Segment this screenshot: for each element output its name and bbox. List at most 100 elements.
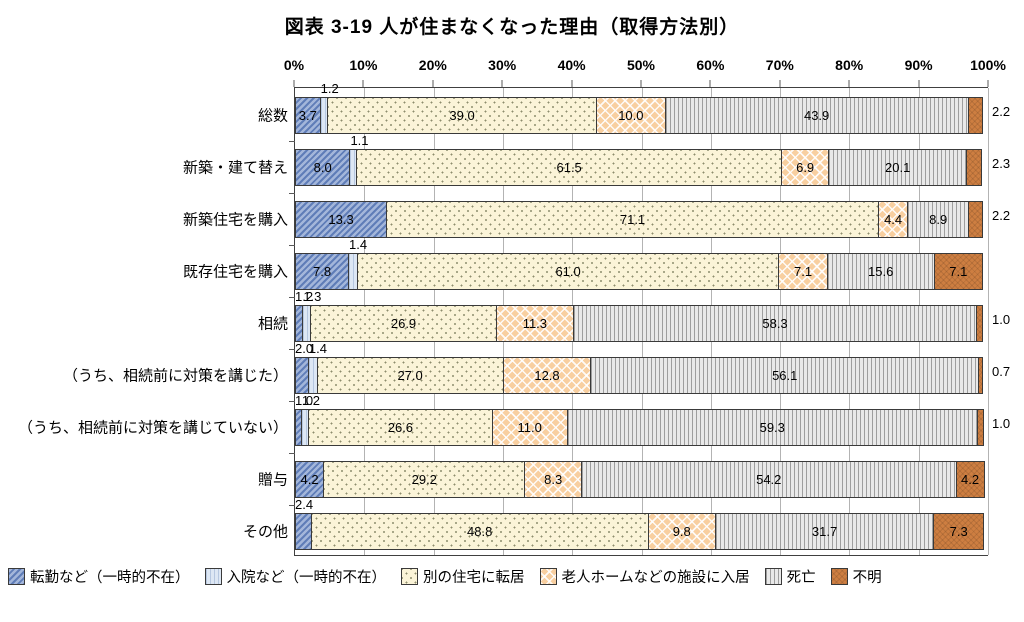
axis-row-tick bbox=[289, 141, 295, 142]
stacked-bar: 3.7 39.0 10.0 43.9 bbox=[295, 97, 988, 134]
segment-value-label: 2.2 bbox=[992, 104, 1011, 119]
bar-segment: 11.3 bbox=[495, 305, 575, 342]
axis-row-tick bbox=[289, 505, 295, 506]
segment-value-label: 20.1 bbox=[885, 160, 911, 175]
axis-row-tick bbox=[289, 245, 295, 246]
axis-tick-mark bbox=[848, 80, 850, 87]
axis-row-tick bbox=[289, 297, 295, 298]
gridline bbox=[988, 88, 989, 555]
axis-tick-mark bbox=[293, 80, 295, 87]
legend-item: 入院など（一時的不在） bbox=[204, 566, 387, 587]
stacked-bar: 8.0 61.5 6.9 20.1 bbox=[295, 149, 988, 186]
segment-value-label: 2.2 bbox=[992, 208, 1011, 223]
bar-segment: 26.6 bbox=[308, 409, 493, 446]
segment-value-label: 1.4 bbox=[349, 237, 368, 252]
bar-segment bbox=[966, 149, 983, 186]
bar-segment bbox=[295, 357, 309, 394]
category-label: 新築住宅を購入 bbox=[182, 211, 288, 229]
segment-value-label: 31.7 bbox=[811, 524, 838, 539]
segment-value-label: 48.8 bbox=[467, 524, 493, 539]
plot-area: 1.2 2.2 3.7 39.0 10.0 43.9 1.1 2.3 8.0 61.5 6.9 20.… bbox=[289, 82, 1010, 556]
segment-value-label: 27.0 bbox=[397, 368, 423, 383]
bar-segment: 7.3 bbox=[933, 513, 984, 550]
axis-tick-label: 10% bbox=[349, 57, 378, 73]
legend-item: 不明 bbox=[830, 566, 882, 587]
bar-row: 1.1 2.3 8.0 61.5 6.9 20.1 bbox=[295, 134, 1010, 193]
segment-value-label: 7.1 bbox=[794, 264, 813, 279]
bar-segment: 8.3 bbox=[524, 461, 582, 498]
legend: 転勤など（一時的不在） 入院など（一時的不在） 別の住宅に転居 老人ホームなどの施設に… bbox=[0, 556, 1024, 587]
stacked-bar: 26.6 11.0 59.3 bbox=[295, 409, 988, 446]
bar-row: 1.2 2.2 3.7 39.0 10.0 43.9 bbox=[295, 82, 1010, 141]
axis-tick-mark bbox=[362, 80, 364, 87]
bar-segment: 15.6 bbox=[826, 253, 935, 290]
axis-row-tick bbox=[289, 453, 295, 454]
bar-segment: 61.0 bbox=[356, 253, 780, 290]
bar-segment: 43.9 bbox=[664, 97, 969, 134]
legend-swatch-dots-cream bbox=[401, 568, 418, 585]
axis-tick-label: 60% bbox=[696, 57, 725, 73]
bar-segment bbox=[978, 357, 983, 394]
segment-value-label: 61.5 bbox=[556, 160, 582, 175]
axis-row-tick bbox=[289, 349, 295, 350]
legend-swatch-diagonal-stripes-blue bbox=[8, 568, 25, 585]
axis-tick-label: 90% bbox=[904, 57, 933, 73]
bar-segment bbox=[976, 409, 984, 446]
legend-item: 老人ホームなどの施設に入居 bbox=[539, 566, 750, 587]
bar-segment bbox=[968, 201, 984, 238]
segment-value-label: 39.0 bbox=[449, 108, 475, 123]
segment-value-label: 2.0 bbox=[295, 341, 314, 356]
category-label: 新築・建て替え bbox=[182, 159, 288, 177]
segment-value-label: 8.9 bbox=[929, 212, 948, 227]
bar-segment: 4.2 bbox=[955, 461, 985, 498]
category-axis: 総数 新築・建て替え 新築住宅を購入 既存住宅を購入 相続 （うち、相続前に対策を講じた）… bbox=[6, 53, 294, 556]
category-label: 総数 bbox=[257, 107, 288, 125]
bar-segment: 4.4 bbox=[877, 201, 909, 238]
bar-segment: 26.9 bbox=[310, 305, 497, 342]
bar-segment: 12.8 bbox=[502, 357, 592, 394]
bar-segment: 61.5 bbox=[356, 149, 783, 186]
segment-value-label: 8.0 bbox=[313, 160, 332, 175]
segment-value-label: 13.3 bbox=[328, 212, 354, 227]
segment-value-label: 1.2 bbox=[301, 393, 320, 408]
axis-row-tick bbox=[289, 401, 295, 402]
segment-value-label: 15.6 bbox=[868, 264, 894, 279]
segment-value-label: 2.3 bbox=[992, 156, 1011, 171]
segment-value-label: 4.2 bbox=[961, 472, 980, 487]
segment-value-label: 9.8 bbox=[672, 524, 691, 539]
segment-value-label: 1.4 bbox=[308, 341, 327, 356]
segment-value-label: 2.4 bbox=[295, 497, 314, 512]
bar-segment: 9.8 bbox=[647, 513, 716, 550]
segment-value-label: 1.2 bbox=[320, 81, 339, 96]
legend-label: 別の住宅に転居 bbox=[423, 570, 525, 586]
axis-tick-label: 40% bbox=[557, 57, 586, 73]
bar-segment: 59.3 bbox=[566, 409, 978, 446]
segment-value-label: 59.3 bbox=[759, 420, 785, 435]
bar-segment bbox=[976, 305, 983, 342]
legend-label: 入院など（一時的不在） bbox=[226, 570, 387, 586]
bar-row: 1.4 7.8 61.0 7.1 15.6 7.1 bbox=[295, 238, 988, 297]
legend-label: 転勤など（一時的不在） bbox=[30, 570, 190, 586]
bar-segment: 7.8 bbox=[295, 253, 350, 290]
segment-value-label: 29.2 bbox=[411, 472, 437, 487]
bar-segment: 7.1 bbox=[778, 253, 828, 290]
axis-tick-mark bbox=[987, 80, 989, 87]
bar-segment: 48.8 bbox=[310, 513, 649, 550]
segment-value-label: 26.9 bbox=[390, 316, 417, 331]
axis-tick-mark bbox=[918, 80, 920, 87]
category-label: その他 bbox=[242, 523, 288, 541]
segment-value-label: 10.0 bbox=[618, 108, 644, 123]
bar-segment: 71.1 bbox=[386, 201, 879, 238]
bar-segment: 10.0 bbox=[596, 97, 666, 134]
segment-value-label: 43.9 bbox=[803, 108, 830, 123]
bar-row: 1.0 1.2 1.0 26.6 11.0 59.3 bbox=[295, 394, 1010, 453]
category-label: （うち、相続前に対策を講じた） bbox=[62, 367, 288, 385]
bar-segment: 8.0 bbox=[295, 149, 351, 186]
bar-segment bbox=[967, 97, 983, 134]
axis-tick-label: 50% bbox=[626, 57, 656, 73]
segment-value-label: 0.7 bbox=[992, 364, 1011, 379]
segment-value-label: 7.8 bbox=[312, 264, 332, 279]
legend-swatch-solid-brown-crosshatch bbox=[830, 568, 848, 585]
bar-segment: 39.0 bbox=[326, 97, 598, 134]
